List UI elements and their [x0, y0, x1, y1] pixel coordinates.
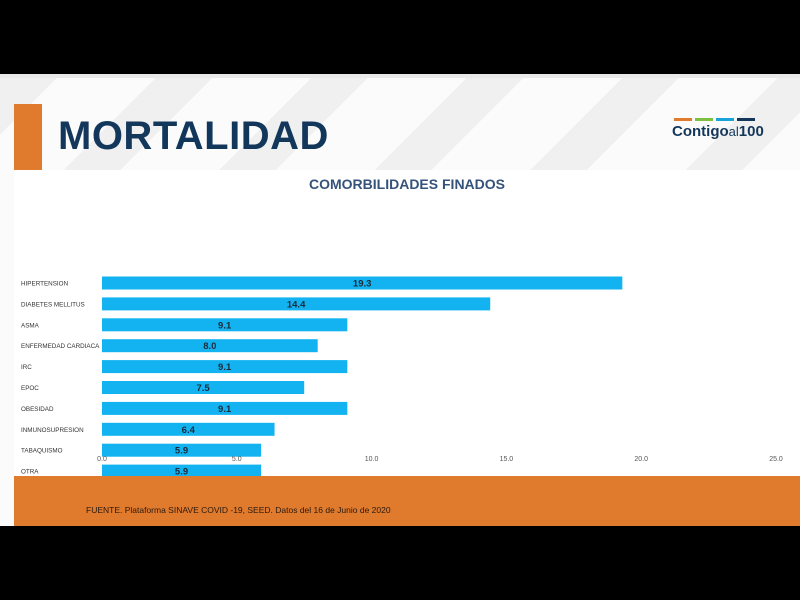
- logo-number: 100: [738, 123, 764, 140]
- data-label: 6.4: [182, 425, 196, 436]
- data-label: 5.9: [175, 467, 188, 476]
- logo-main: Contigo: [672, 123, 729, 140]
- x-tick-label: 0.0: [97, 456, 107, 463]
- data-label: 19.3: [353, 279, 372, 290]
- chart-title: COMORBILIDADES FINADOS: [309, 176, 505, 192]
- category-label: OBESIDAD: [21, 406, 54, 413]
- slide-top-border: [0, 74, 800, 78]
- category-label: OTRA: [21, 469, 39, 476]
- source-note: FUENTE. Plataforma SINAVE COVID -19, SEE…: [86, 505, 391, 515]
- chart-panel: COMORBILIDADES FINADOS HIPERTENSION 19.3 D…: [14, 170, 800, 476]
- x-tick-label: 15.0: [500, 456, 514, 463]
- logo-bar-green: [695, 118, 713, 121]
- slide: MORTALIDAD Contigoal100 COMORBILIDADES F…: [0, 74, 800, 526]
- logo-color-bars: [674, 118, 755, 121]
- x-tick-label: 25.0: [769, 456, 783, 463]
- category-label: ASMA: [21, 322, 40, 329]
- bar: [102, 443, 262, 457]
- data-label: 8.0: [203, 341, 216, 352]
- data-label: 14.4: [287, 299, 306, 310]
- logo-bar-navy: [737, 118, 755, 121]
- bar-chart: HIPERTENSION 19.3 DIABETES MELLITUS 14.4 ASM…: [21, 276, 783, 476]
- x-tick-label: 10.0: [365, 456, 379, 463]
- accent-bar: [14, 104, 42, 170]
- footer-band: FUENTE. Plataforma SINAVE COVID -19, SEE…: [14, 476, 800, 526]
- category-label: TABAQUISMO: [21, 448, 63, 455]
- data-label: 5.9: [175, 446, 188, 457]
- data-label: 9.1: [218, 362, 232, 373]
- category-label: ENFERMEDAD CARDIACA: [21, 343, 100, 350]
- logo-text: Contigoal100: [672, 123, 764, 141]
- bar: [102, 401, 348, 415]
- data-label: 7.5: [196, 383, 210, 394]
- data-label: 9.1: [218, 320, 232, 331]
- logo-bar-orange: [674, 118, 692, 121]
- contigo-al-100-logo: Contigoal100: [668, 118, 772, 142]
- logo-bar-blue: [716, 118, 734, 121]
- bar: [102, 464, 262, 476]
- category-label: EPOC: [21, 385, 39, 392]
- bar: [102, 422, 275, 436]
- category-label: INMUNOSUPRESION: [21, 427, 84, 434]
- category-label: IRC: [21, 364, 32, 371]
- bar: [102, 339, 318, 353]
- category-label: DIABETES MELLITUS: [21, 301, 85, 308]
- bar: [102, 381, 305, 394]
- bar: [102, 360, 348, 374]
- category-label: HIPERTENSION: [21, 281, 69, 288]
- bar: [102, 318, 348, 332]
- x-tick-label: 5.0: [232, 456, 242, 463]
- data-label: 9.1: [218, 404, 232, 415]
- bar: [102, 276, 623, 290]
- page-title: MORTALIDAD: [58, 114, 329, 158]
- x-tick-label: 20.0: [634, 456, 648, 463]
- header-background: [0, 78, 800, 170]
- logo-al: al: [728, 124, 739, 139]
- bar: [102, 297, 491, 311]
